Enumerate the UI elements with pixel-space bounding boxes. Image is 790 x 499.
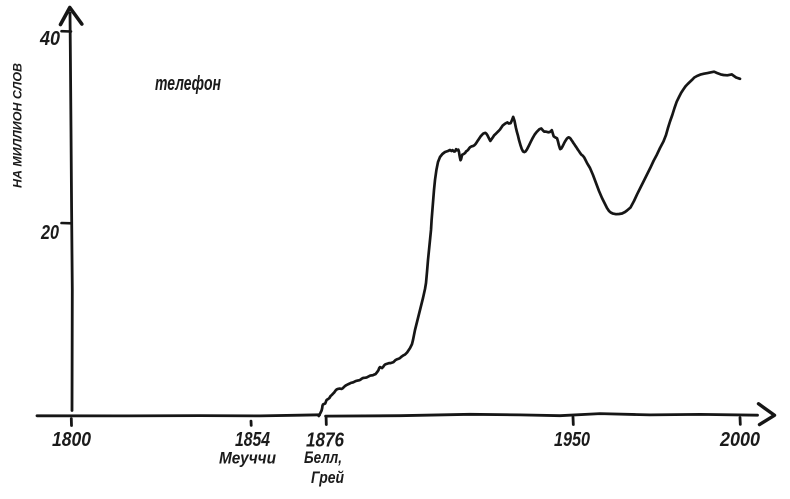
svg-text:Грей: Грей	[311, 468, 345, 487]
svg-text:1854: 1854	[235, 429, 270, 451]
svg-text:1800: 1800	[52, 429, 91, 451]
svg-text:1876: 1876	[306, 430, 345, 452]
svg-text:Белл,: Белл,	[304, 448, 342, 467]
svg-text:40: 40	[39, 28, 60, 50]
svg-text:2000: 2000	[719, 429, 760, 451]
svg-text:Меуччи: Меуччи	[219, 449, 277, 468]
svg-text:НА МИЛЛИОН СЛОВ: НА МИЛЛИОН СЛОВ	[11, 63, 25, 188]
svg-text:1950: 1950	[554, 429, 590, 451]
svg-text:20: 20	[40, 222, 59, 244]
svg-text:телефон: телефон	[155, 73, 221, 95]
